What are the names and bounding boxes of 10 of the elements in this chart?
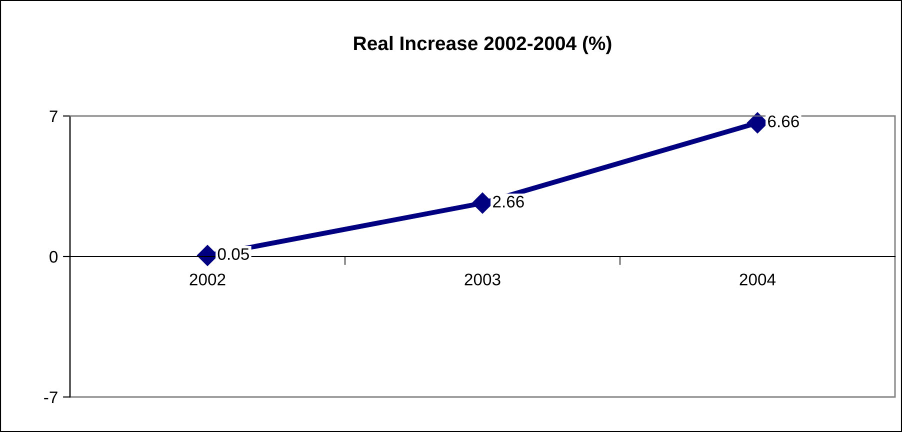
data-label: 6.66 bbox=[768, 115, 799, 128]
x-tick-label: 2002 bbox=[190, 274, 226, 286]
y-tick-label: 7 bbox=[50, 110, 58, 122]
chart-title: Real Increase 2002-2004 (%) bbox=[354, 36, 612, 54]
y-tick-label: -7 bbox=[44, 392, 58, 404]
data-label: 0.05 bbox=[218, 248, 249, 260]
x-tick-label: 2003 bbox=[464, 274, 500, 286]
data-label: 2.66 bbox=[493, 196, 524, 208]
y-tick-label: 0 bbox=[50, 250, 58, 263]
x-tick-label: 2004 bbox=[740, 274, 776, 286]
